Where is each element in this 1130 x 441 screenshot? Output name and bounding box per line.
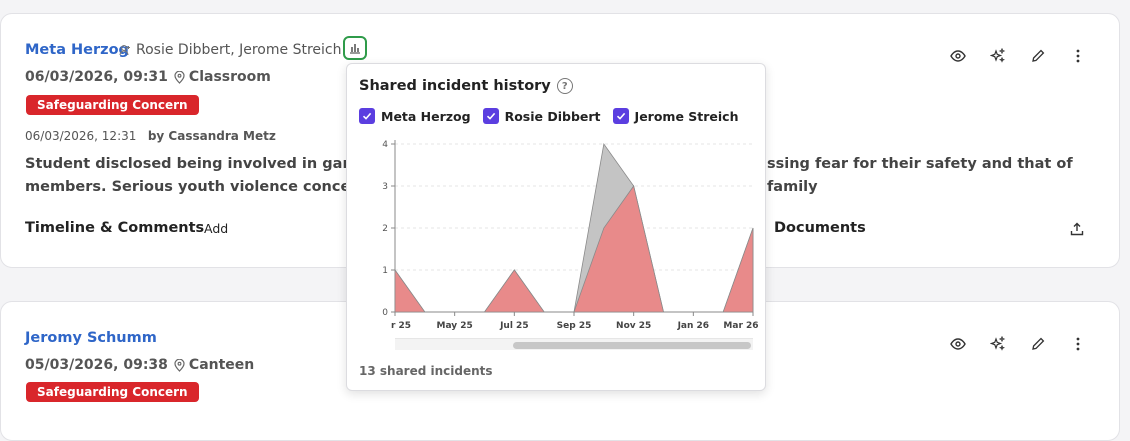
legend-item-meta-herzog[interactable]: Meta Herzog: [359, 108, 471, 124]
incident-description: Student disclosed being involved in gang…: [25, 153, 1105, 176]
chart-scrollbar[interactable]: [395, 338, 753, 350]
bar-chart-icon: [350, 44, 360, 54]
record-time: 06/03/2026, 12:31: [25, 129, 137, 143]
popover-title: Shared incident history ?: [359, 78, 573, 94]
ai-assist-button[interactable]: [985, 331, 1011, 357]
x-tick-label: Sep 25: [557, 321, 592, 331]
sparkle-icon: [990, 336, 1006, 351]
eye-icon: [950, 50, 966, 62]
student-name-link[interactable]: Jeromy Schumm: [25, 330, 157, 346]
shared-history-popover: Shared incident history ? Meta Herzog Ro…: [346, 63, 766, 391]
eye-icon: [950, 338, 966, 350]
incident-description-right: ssing fear for their safety and that of …: [767, 156, 1073, 195]
involved-people-text: Rosie Dibbert, Jerome Streich: [136, 42, 342, 58]
shared-history-button[interactable]: [343, 36, 367, 60]
x-tick-label: May 25: [437, 321, 473, 331]
checkbox-checked-icon[interactable]: [612, 108, 629, 124]
description-line2: members. Serious youth violence concerns…: [25, 179, 382, 195]
incident-location: Classroom: [188, 69, 271, 85]
y-tick-label: 2: [382, 224, 388, 234]
incident-area-chart: 0 1 2 3 4 r 25 May 25 Jul 25 Sep 25 Nov 25 Jan 26 M…: [382, 140, 759, 331]
checkbox-checked-icon[interactable]: [482, 108, 499, 124]
more-options-button[interactable]: [1065, 331, 1091, 357]
add-comment-button[interactable]: Add: [204, 221, 229, 236]
sparkle-icon: [990, 48, 1006, 63]
x-tick-label: Jul 25: [499, 321, 529, 331]
more-vertical-icon: [1076, 49, 1080, 63]
view-button[interactable]: [945, 331, 971, 357]
legend-item-jerome-streich[interactable]: Jerome Streich: [612, 108, 739, 124]
pencil-icon: [1032, 337, 1045, 350]
category-badge: Safeguarding Concern: [26, 95, 199, 115]
y-tick-label: 0: [382, 308, 388, 318]
involved-people: Rosie Dibbert, Jerome Streich: [119, 42, 341, 58]
x-tick-label: Mar 26: [723, 321, 758, 331]
pencil-icon: [1032, 49, 1045, 62]
upload-icon: [1070, 222, 1084, 236]
category-badge: Safeguarding Concern: [26, 382, 199, 402]
edit-button[interactable]: [1025, 331, 1051, 357]
legend-label: Jerome Streich: [634, 108, 739, 124]
help-icon[interactable]: ?: [556, 78, 573, 94]
location-pin-icon: [174, 358, 185, 372]
documents-heading: Documents: [774, 220, 866, 236]
edit-button[interactable]: [1025, 43, 1051, 69]
chart-legend: Meta Herzog Rosie Dibbert Jerome Streich: [359, 108, 739, 124]
record-info: 06/03/2026, 12:31 by Cassandra Metz: [25, 129, 276, 143]
more-options-button[interactable]: [1065, 43, 1091, 69]
y-tick-label: 3: [382, 182, 388, 192]
popover-title-text: Shared incident history: [359, 78, 551, 94]
incident-meta: 05/03/2026, 09:38 Canteen: [25, 357, 254, 373]
view-button[interactable]: [945, 43, 971, 69]
timeline-comments-heading: Timeline & Comments: [25, 220, 205, 236]
chart-scrollbar-thumb[interactable]: [513, 342, 751, 349]
incident-meta: 06/03/2026, 09:31 Classroom: [25, 69, 271, 85]
student-name-link[interactable]: Meta Herzog: [25, 42, 129, 58]
people-icon: [119, 45, 130, 56]
ai-assist-button[interactable]: [985, 43, 1011, 69]
y-tick-label: 1: [382, 266, 388, 276]
checkbox-checked-icon[interactable]: [359, 108, 375, 124]
location-pin-icon: [174, 70, 185, 84]
area-series-rosie-dibbert: [394, 142, 754, 313]
description-line1-left: Student disclosed being involved in gang…: [25, 156, 392, 172]
legend-label: Rosie Dibbert: [504, 108, 601, 124]
legend-item-rosie-dibbert[interactable]: Rosie Dibbert: [482, 108, 601, 124]
incident-datetime: 06/03/2026, 09:31: [25, 69, 168, 85]
area-series-meta-herzog: [394, 185, 754, 313]
incident-datetime: 05/03/2026, 09:38: [25, 357, 168, 373]
upload-button[interactable]: [1064, 216, 1090, 242]
x-tick-label: Jan 26: [677, 321, 710, 331]
y-tick-label: 4: [382, 140, 388, 150]
incident-location: Canteen: [188, 357, 255, 373]
more-vertical-icon: [1076, 337, 1080, 351]
record-author: by Cassandra Metz: [147, 129, 276, 143]
shared-incidents-count: 13 shared incidents: [359, 364, 493, 378]
legend-label: Meta Herzog: [381, 108, 471, 124]
x-tick-label: Nov 25: [616, 321, 651, 331]
x-tick-label: r 25: [391, 321, 411, 331]
